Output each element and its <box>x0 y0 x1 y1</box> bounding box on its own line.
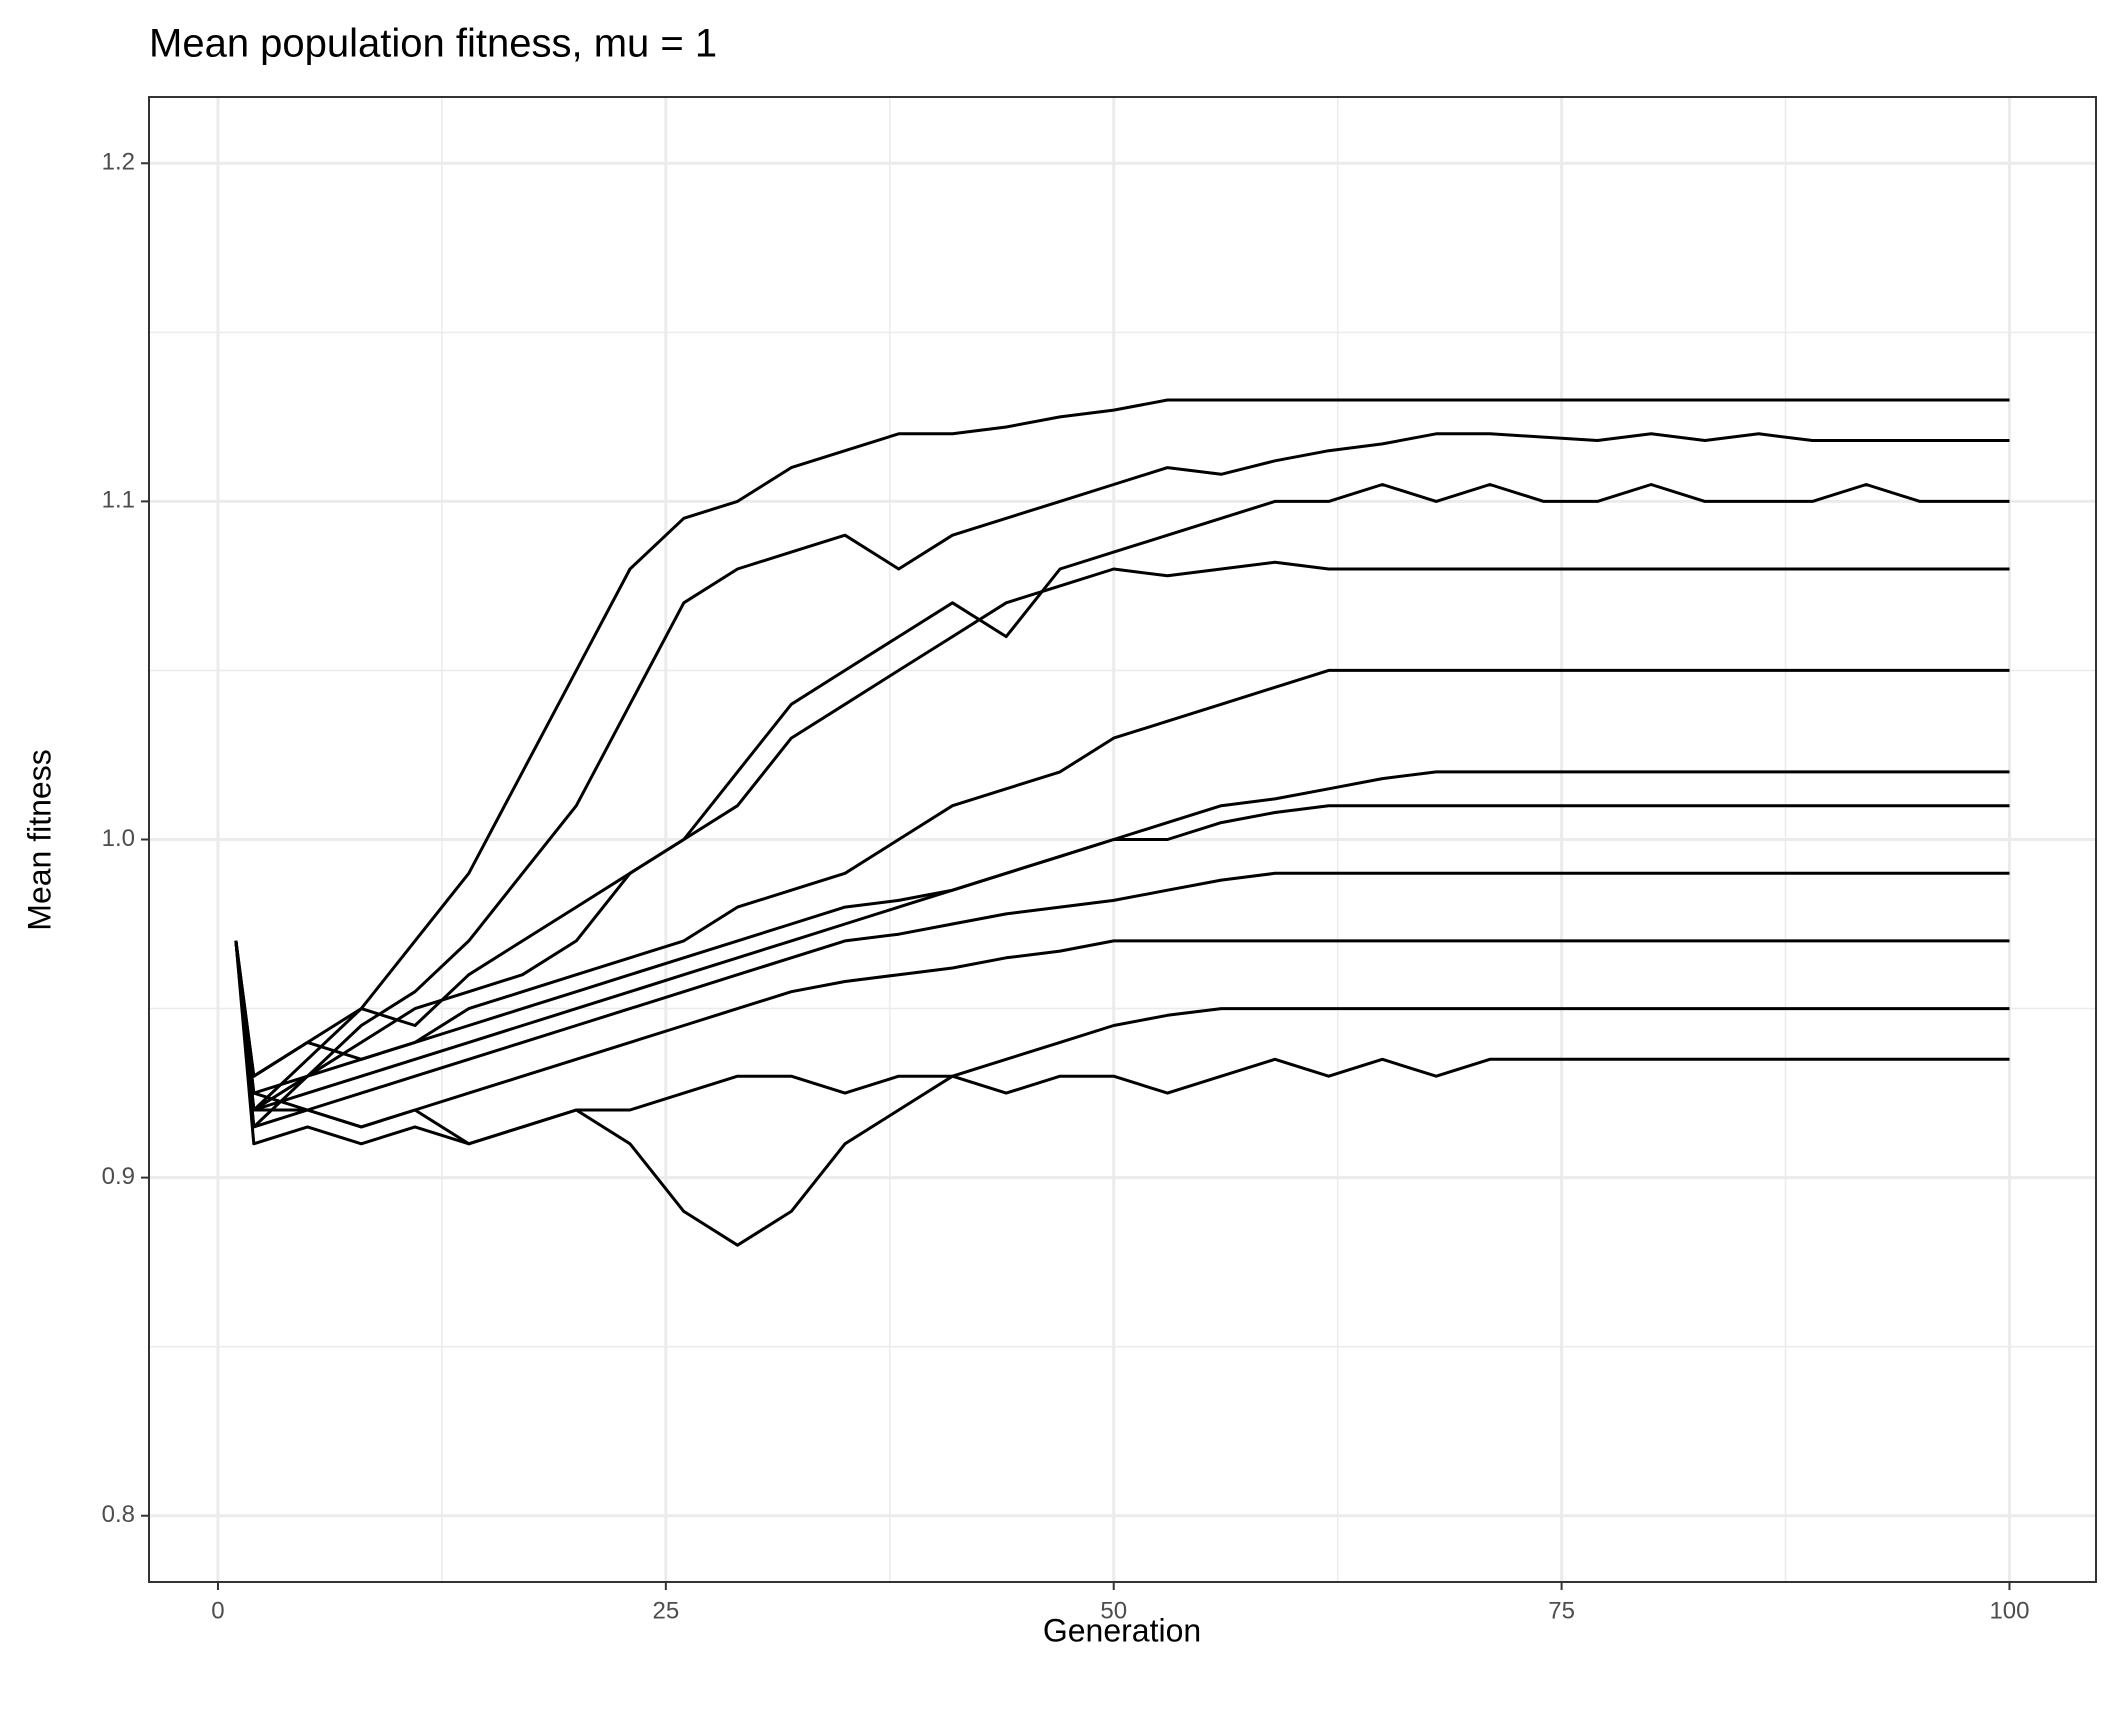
series-line <box>234 940 2010 1146</box>
y-tick-label: 1.2 <box>102 149 135 176</box>
y-tick-label: 0.9 <box>102 1163 135 1190</box>
series-line <box>234 560 2010 1112</box>
y-tick-label: 1.0 <box>102 825 135 852</box>
series-line <box>234 668 2010 1095</box>
series-line <box>234 432 2010 1129</box>
panel-border <box>148 96 2097 1583</box>
x-tick-label: 0 <box>211 1597 224 1624</box>
x-tick-label: 100 <box>1989 1597 2029 1624</box>
series-line <box>234 871 2010 1129</box>
y-tick-label: 1.1 <box>102 487 135 514</box>
series-line <box>234 804 2010 1078</box>
y-tick-label: 0.8 <box>102 1501 135 1528</box>
x-axis-title: Generation <box>1043 1612 1201 1648</box>
x-tick-label: 25 <box>652 1597 679 1624</box>
series-line <box>234 398 2010 1112</box>
x-tick-label: 75 <box>1548 1597 1575 1624</box>
y-axis-title: Mean fitness <box>21 749 57 930</box>
series-line <box>234 939 2010 1129</box>
series-line <box>234 483 2010 1078</box>
x-tick-label: 50 <box>1100 1597 1127 1624</box>
chart-title: Mean population fitness, mu = 1 <box>149 22 717 66</box>
